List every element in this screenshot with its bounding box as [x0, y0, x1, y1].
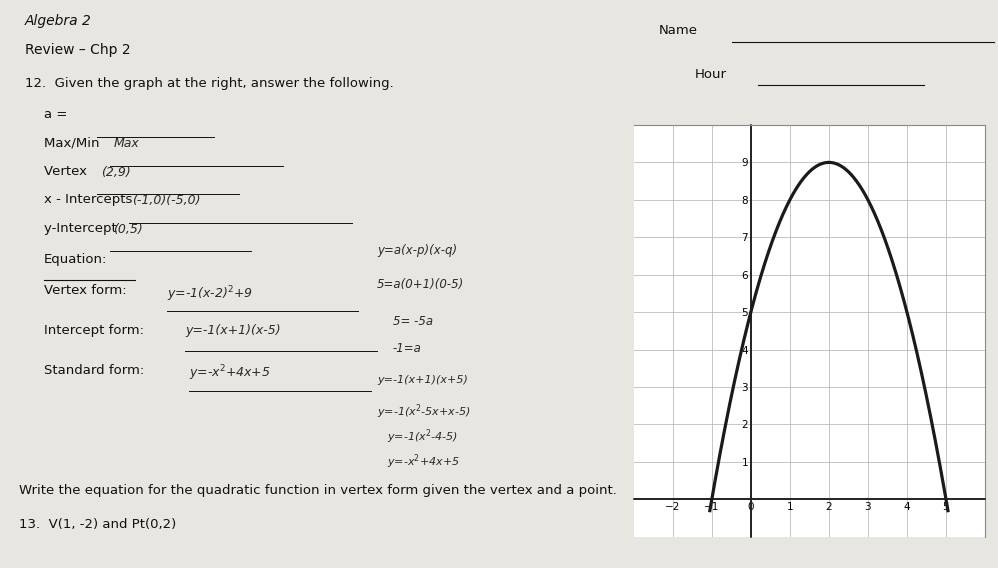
Text: -1=a: -1=a: [393, 342, 422, 355]
Text: Intercept form:: Intercept form:: [44, 324, 153, 337]
Text: (0,5): (0,5): [113, 223, 143, 236]
Text: Max: Max: [113, 137, 139, 151]
Text: 12.  Given the graph at the right, answer the following.: 12. Given the graph at the right, answer…: [25, 77, 394, 90]
Text: Algebra 2: Algebra 2: [25, 14, 92, 28]
Text: Equation:: Equation:: [44, 253, 108, 266]
Text: y=-x$^2$+4x+5: y=-x$^2$+4x+5: [189, 364, 270, 383]
Text: 13.  V(1, -2) and Pt(0,2): 13. V(1, -2) and Pt(0,2): [19, 518, 176, 531]
Text: Vertex: Vertex: [44, 165, 91, 178]
Text: Max/Min: Max/Min: [44, 136, 104, 149]
Text: y-Intercept: y-Intercept: [44, 222, 121, 235]
Text: y=-1(x$^2$-4-5): y=-1(x$^2$-4-5): [386, 427, 458, 446]
Text: Review – Chp 2: Review – Chp 2: [25, 43, 131, 57]
Text: Write the equation for the quadratic function in vertex form given the vertex an: Write the equation for the quadratic fun…: [19, 484, 617, 497]
Text: 5=a(0+1)(0-5): 5=a(0+1)(0-5): [377, 278, 464, 291]
Text: Standard form:: Standard form:: [44, 364, 153, 377]
Text: y=-1(x-2)$^2$+9: y=-1(x-2)$^2$+9: [167, 284, 252, 304]
Text: Name: Name: [659, 24, 698, 36]
Text: 5= -5a: 5= -5a: [393, 315, 433, 328]
Text: (2,9): (2,9): [101, 166, 131, 179]
Text: x - Intercepts: x - Intercepts: [44, 193, 137, 206]
Text: a =: a =: [44, 108, 72, 121]
Text: y=a(x-p)(x-q): y=a(x-p)(x-q): [377, 244, 457, 257]
Text: (-1,0)(-5,0): (-1,0)(-5,0): [132, 194, 201, 207]
Text: y=-1(x+1)(x+5): y=-1(x+1)(x+5): [377, 375, 468, 385]
Text: Hour: Hour: [696, 68, 728, 81]
Text: y=-1(x$^2$-5x+x-5): y=-1(x$^2$-5x+x-5): [377, 402, 471, 421]
Text: y=-x$^2$+4x+5: y=-x$^2$+4x+5: [386, 452, 460, 471]
Text: Vertex form:: Vertex form:: [44, 284, 135, 297]
Text: y=-1(x+1)(x-5): y=-1(x+1)(x-5): [186, 324, 281, 337]
